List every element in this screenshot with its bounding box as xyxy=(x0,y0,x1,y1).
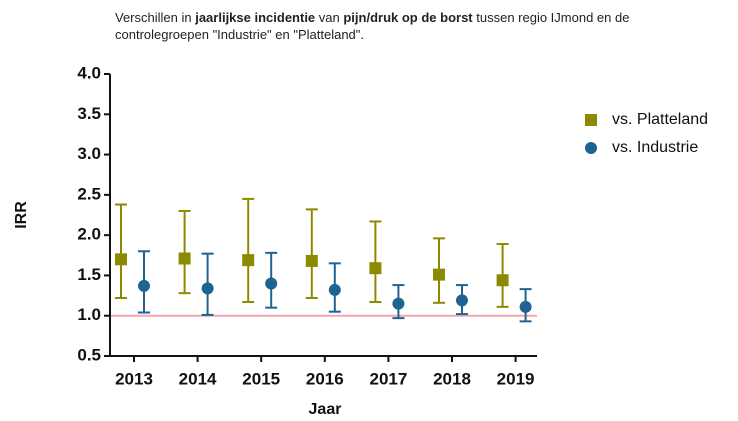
y-tick-label: 3.5 xyxy=(77,104,101,123)
x-tick-label: 2018 xyxy=(433,369,471,388)
point xyxy=(178,252,191,265)
y-tick-label: 4.0 xyxy=(77,63,101,82)
y-tick-label: 0.5 xyxy=(77,345,101,364)
legend-label: vs. Platteland xyxy=(612,111,708,128)
point xyxy=(369,262,382,275)
x-tick-label: 2019 xyxy=(497,369,535,388)
legend-label: vs. Industrie xyxy=(612,139,698,156)
y-tick-label: 3.0 xyxy=(77,144,101,163)
point xyxy=(392,297,405,310)
x-tick-label: 2017 xyxy=(369,369,407,388)
x-tick-label: 2016 xyxy=(306,369,344,388)
chart-title: Verschillen in jaarlijkse incidentie van… xyxy=(115,9,715,43)
title-part: tussen regio IJmond en de controlegroepe… xyxy=(115,10,630,42)
x-tick-label: 2013 xyxy=(115,369,153,388)
title-part: jaarlijkse incidentie xyxy=(195,10,316,25)
point xyxy=(328,283,341,296)
legend-marker xyxy=(585,114,597,126)
point xyxy=(201,282,214,295)
point xyxy=(305,254,318,267)
point xyxy=(433,268,445,281)
y-axis-label: IRR xyxy=(13,201,30,229)
legend-marker xyxy=(585,142,597,154)
point xyxy=(115,253,127,266)
point xyxy=(242,254,255,267)
x-axis-label: Jaar xyxy=(309,401,342,418)
title-part: Verschillen in xyxy=(115,10,196,25)
point xyxy=(265,277,278,290)
y-tick-label: 1.0 xyxy=(77,305,101,324)
x-tick-label: 2015 xyxy=(242,369,280,388)
title-part: van xyxy=(315,10,344,25)
point xyxy=(456,294,468,307)
y-tick-label: 2.0 xyxy=(77,225,101,244)
y-tick-label: 1.5 xyxy=(77,265,101,284)
point xyxy=(138,279,150,292)
x-tick-label: 2014 xyxy=(179,369,217,388)
point xyxy=(496,274,509,287)
title-part: pijn/druk op de borst xyxy=(343,10,473,25)
point xyxy=(519,300,532,313)
y-tick-label: 2.5 xyxy=(77,184,101,203)
